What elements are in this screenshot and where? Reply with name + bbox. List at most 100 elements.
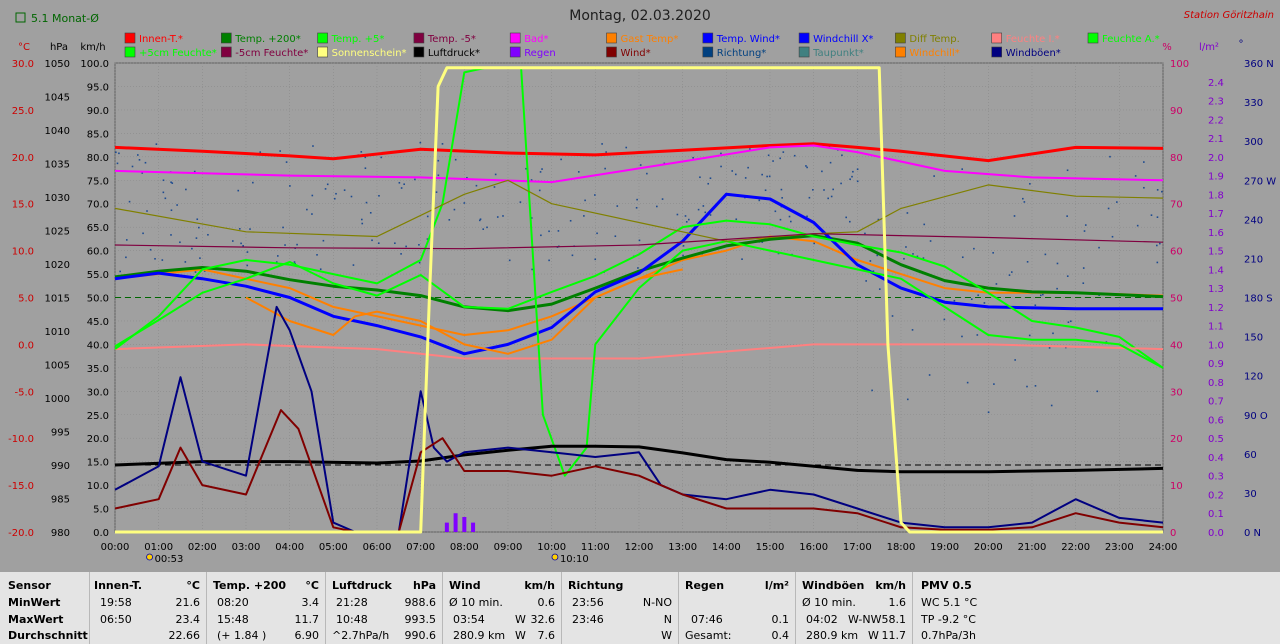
direction-point <box>289 185 291 187</box>
legend-swatch <box>702 32 714 44</box>
legend-label: Temp. Wind* <box>716 34 780 45</box>
stats-direction: W <box>868 629 879 642</box>
temp-tick: 5.0 <box>18 294 34 305</box>
direction-point <box>841 154 843 157</box>
direction-point <box>403 183 405 186</box>
direction-point <box>865 280 867 282</box>
direction-point <box>877 218 880 221</box>
direction-point <box>137 154 139 156</box>
stats-luft-unit: hPa <box>412 579 436 592</box>
direction-point <box>577 171 580 173</box>
direction-point <box>454 158 457 161</box>
radiation-tick: 1.6 <box>1208 228 1224 239</box>
direction-tick: 0 N <box>1244 528 1261 539</box>
direction-point <box>494 173 497 176</box>
stats-total-label: Gesamt: <box>685 629 732 642</box>
radiation-tick: 1.8 <box>1208 190 1224 201</box>
direction-point <box>779 157 781 160</box>
direction-point <box>1156 189 1159 191</box>
direction-point <box>1013 215 1016 217</box>
direction-point <box>311 194 314 197</box>
stats-value: 58.1 <box>881 613 907 626</box>
stats-value: 988.6 <box>404 596 437 609</box>
radiation-unit: l/m² <box>1199 42 1219 53</box>
sunrise-icon <box>146 553 153 561</box>
wind-tick: 65.0 <box>87 223 109 234</box>
direction-point <box>906 398 909 401</box>
radiation-tick: 1.7 <box>1208 209 1224 220</box>
direction-point <box>246 264 249 267</box>
direction-point <box>768 175 771 178</box>
stats-sensor-header: Sensor <box>8 579 51 592</box>
direction-point <box>830 195 833 198</box>
direction-point <box>692 156 694 159</box>
stats-value: 1.6 <box>888 596 907 609</box>
direction-tick: 90 O <box>1244 411 1268 422</box>
stats-temp200-header: Temp. +200 <box>213 579 287 592</box>
legend-swatch <box>509 32 521 44</box>
radiation-tick: 0.0 <box>1208 528 1224 539</box>
wind-tick: 10.0 <box>87 481 109 492</box>
direction-point <box>943 318 946 321</box>
direction-point <box>1161 190 1163 193</box>
direction-tick: 120 <box>1244 372 1263 383</box>
direction-point <box>676 213 679 216</box>
direction-tick: 60 <box>1244 450 1257 461</box>
temp-tick: 25.0 <box>12 106 34 117</box>
direction-point <box>594 258 597 261</box>
radiation-tick: 2.2 <box>1208 115 1224 126</box>
stats-time: Ø 10 min. <box>449 596 503 609</box>
direction-point <box>749 148 751 150</box>
wind-tick: 80.0 <box>87 153 109 164</box>
direction-point <box>953 299 956 302</box>
stats-pmv-col: PMV 0.5 WC 5.1 °C TP -9.2 °C 0.7hPa/3h <box>912 572 1280 644</box>
direction-point <box>871 389 873 392</box>
direction-point <box>478 219 481 222</box>
direction-point <box>637 267 639 269</box>
direction-point <box>531 268 533 271</box>
legend-swatch <box>221 32 232 44</box>
temp-tick: 30.0 <box>12 59 34 70</box>
direction-point <box>916 255 919 258</box>
direction-point <box>164 197 167 200</box>
stats-distance: 280.9 km <box>453 629 506 642</box>
direction-point <box>285 161 288 163</box>
direction-point <box>141 172 144 174</box>
stats-time: 10:48 <box>336 613 368 626</box>
direction-point <box>911 329 914 331</box>
stats-pmv-value: WC 5.1 °C <box>921 596 978 609</box>
direction-point <box>1116 201 1118 203</box>
direction-point <box>832 188 834 191</box>
direction-point <box>361 218 363 221</box>
direction-point <box>343 189 346 191</box>
legend-label: Gast Temp* <box>621 34 679 45</box>
rain-bar <box>444 522 449 532</box>
direction-point <box>378 194 380 197</box>
direction-point <box>371 239 373 242</box>
direction-point <box>176 204 178 206</box>
stats-time: 08:20 <box>217 596 249 609</box>
wind-tick: 70.0 <box>87 200 109 211</box>
stats-distance: 280.9 km <box>806 629 859 642</box>
direction-point <box>966 381 969 384</box>
direction-point <box>293 261 296 263</box>
radiation-tick: 2.0 <box>1208 153 1224 164</box>
direction-point <box>903 257 905 260</box>
time-tick: 10:00 <box>537 542 566 553</box>
wind-tick: 25.0 <box>87 411 109 422</box>
direction-point <box>246 251 249 253</box>
direction-point <box>116 162 119 165</box>
direction-tick: 300 <box>1244 137 1263 148</box>
direction-point <box>394 242 396 245</box>
direction-point <box>808 196 811 199</box>
direction-point <box>1028 334 1031 337</box>
direction-point <box>720 152 722 155</box>
legend-swatch <box>509 46 521 58</box>
direction-point <box>829 161 832 164</box>
stats-value: 6.90 <box>294 629 320 642</box>
wind-tick: 0.0 <box>93 528 109 539</box>
legend-swatch <box>221 46 232 58</box>
direction-point <box>993 383 995 385</box>
direction-point <box>806 166 808 169</box>
direction-point <box>905 246 907 248</box>
